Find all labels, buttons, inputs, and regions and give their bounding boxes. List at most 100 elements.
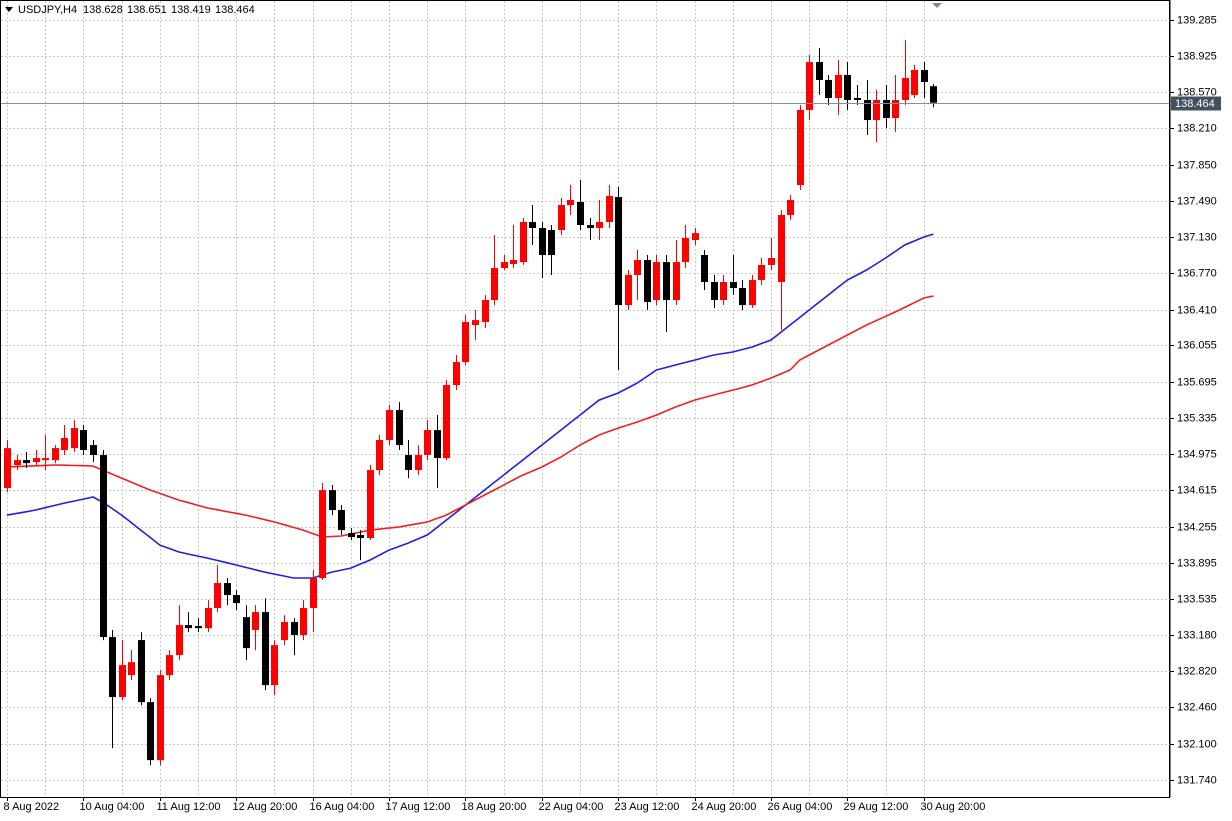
y-tick-label: 132.820 [1177, 665, 1217, 677]
candle-body [262, 612, 269, 686]
y-tick-label: 137.850 [1177, 159, 1217, 171]
candle-body [921, 69, 928, 82]
candle-body [730, 282, 737, 289]
candle-body [587, 224, 594, 229]
candle-body [434, 430, 441, 459]
x-tick-label: 23 Aug 12:00 [615, 801, 680, 813]
candle-body [376, 440, 383, 471]
candle-body [61, 438, 68, 451]
x-tick-label: 12 Aug 20:00 [233, 801, 298, 813]
candle-body [720, 282, 727, 301]
candle-body [596, 221, 603, 229]
y-tick-label: 133.535 [1177, 593, 1217, 605]
candle-body [291, 622, 298, 636]
candle-body [806, 62, 813, 110]
candle-body [185, 625, 192, 629]
candle-body [14, 460, 21, 466]
x-tick-label: 18 Aug 20:00 [462, 801, 527, 813]
candle-body [567, 200, 574, 206]
candle-body [673, 262, 680, 301]
candle-body [243, 617, 250, 649]
candle-body [854, 97, 861, 100]
y-tick-label: 138.925 [1177, 50, 1217, 62]
x-tick-label: 11 Aug 12:00 [157, 801, 221, 813]
y-tick-label: 136.055 [1177, 339, 1217, 351]
x-tick-label: 26 Aug 04:00 [768, 801, 833, 813]
candle-body [224, 583, 231, 596]
y-tick-label: 133.895 [1177, 557, 1217, 569]
y-tick-label: 134.255 [1177, 521, 1217, 533]
candle-body [357, 535, 364, 539]
price-label-box [1171, 96, 1221, 111]
candle-body [644, 260, 651, 303]
candle-body [835, 75, 842, 98]
candle-body [33, 458, 40, 463]
candle-body [873, 99, 880, 121]
x-tick-label: 29 Aug 12:00 [844, 801, 909, 813]
candle-body [615, 196, 622, 306]
candle-body [462, 321, 469, 363]
y-tick-label: 134.975 [1177, 448, 1217, 460]
candle-body [482, 300, 489, 322]
y-tick-label: 134.615 [1177, 484, 1217, 496]
y-tick-label: 135.695 [1177, 376, 1217, 388]
candle-body [252, 612, 259, 631]
candle-body [195, 626, 202, 629]
candle-body [453, 362, 460, 386]
candle-body [663, 262, 670, 301]
candle-body [787, 200, 794, 216]
candle-body [864, 99, 871, 121]
candle-body [749, 279, 756, 306]
y-tick-label: 133.180 [1177, 629, 1217, 641]
candle-body [271, 645, 278, 686]
x-tick-label: 24 Aug 20:00 [692, 801, 757, 813]
candle-body [758, 264, 765, 280]
candle-body [329, 490, 336, 511]
plot-frame [0, 0, 1170, 798]
candle-body [138, 640, 145, 703]
x-tick-label: 10 Aug 04:00 [80, 801, 145, 813]
candle-body [653, 262, 660, 301]
candle-body [233, 595, 240, 604]
menu-arrow[interactable] [5, 7, 13, 12]
candle-body [23, 460, 30, 464]
y-tick-label: 138.570 [1177, 86, 1217, 98]
candle-body [90, 445, 97, 456]
y-tick-label: 137.130 [1177, 231, 1217, 243]
candle-body [424, 430, 431, 456]
y-tick-label: 136.410 [1177, 304, 1217, 316]
shift-marker [932, 3, 942, 8]
candle-body [109, 637, 116, 698]
candle-body [625, 274, 632, 306]
candle-body [911, 69, 918, 95]
price-label: 138.464 [1175, 98, 1215, 110]
header-close: 138.464 [215, 4, 255, 16]
candle-body [443, 385, 450, 459]
y-tick-label: 136.770 [1177, 267, 1217, 279]
candle-body [711, 282, 718, 301]
candle-body [472, 320, 479, 326]
y-tick-label: 132.100 [1177, 738, 1217, 750]
header-open: 138.628 [83, 4, 123, 16]
candle-body [548, 230, 555, 256]
candle-body [491, 268, 498, 301]
moving-average-line [6, 233, 934, 579]
candle-body [338, 510, 345, 531]
candle-body [892, 99, 899, 119]
candle-body [80, 430, 87, 451]
candle-body [692, 233, 699, 241]
candle-body [682, 237, 689, 263]
candle-body [100, 455, 107, 638]
candle-body [396, 410, 403, 446]
candle-body [415, 455, 422, 471]
candle-body [128, 662, 135, 676]
candle-body [319, 490, 326, 579]
candle-body [166, 655, 173, 676]
candle-body [902, 78, 909, 100]
candle-body [405, 455, 412, 471]
y-tick-label: 137.490 [1177, 195, 1217, 207]
candle-body [825, 79, 832, 98]
candle-body [529, 221, 536, 229]
candle-body [281, 622, 288, 641]
